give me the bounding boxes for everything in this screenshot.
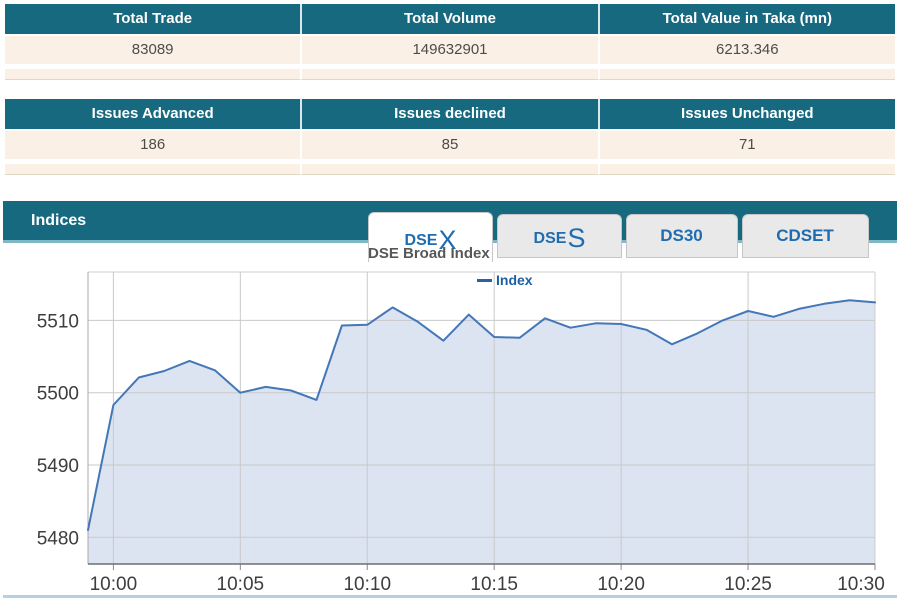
summary-table-value-row: 83089 149632901 6213.346: [5, 36, 895, 64]
issues-value-declined: 85: [300, 131, 598, 159]
indices-panel: Indices DSE X DSE S DS30 CDSET DSE Broad I…: [3, 193, 897, 598]
x-axis-label: 10:20: [597, 574, 645, 595]
series-line: [87, 299, 876, 531]
tab-cdset-label: CDSET: [776, 226, 834, 245]
index-area-chart: 10:00 10:05 10:10 10:15 10:20 10:25 10:30 5480 5…: [37, 271, 885, 595]
x-axis-label: 10:30: [837, 574, 885, 595]
legend-line-marker: [477, 278, 492, 282]
issues-table: Issues Advanced Issues declined Issues U…: [5, 99, 895, 175]
tab-dses-label: DSE: [533, 230, 567, 247]
x-axis-label: 10:15: [470, 574, 518, 595]
summary-value-total-volume: 149632901: [300, 36, 598, 64]
issues-table-value-row: 186 85 71: [5, 131, 895, 159]
x-axis-label: 10:00: [90, 574, 138, 595]
y-axis-label: 5510: [37, 311, 79, 332]
y-axis-label: 5500: [37, 384, 79, 405]
issues-header-advanced: Issues Advanced: [5, 99, 301, 129]
legend-item-index[interactable]: Index: [477, 272, 533, 288]
summary-header-total-trade: Total Trade: [5, 4, 301, 34]
x-axis-label: 10:25: [724, 574, 772, 595]
legend-label: Index: [496, 272, 533, 288]
x-axis-label: 10:10: [343, 574, 391, 595]
y-axis-label: 5490: [37, 456, 79, 477]
tab-ds30[interactable]: DS30: [626, 214, 738, 258]
issues-table-header-row: Issues Advanced Issues declined Issues U…: [5, 99, 895, 129]
summary-table-empty-strip: [5, 69, 895, 80]
tab-dses[interactable]: DSE S: [497, 214, 622, 258]
y-axis-label: 5480: [37, 528, 79, 549]
issues-value-advanced: 186: [5, 131, 301, 159]
tab-dsex[interactable]: DSE X: [368, 212, 493, 262]
summary-table-header-row: Total Trade Total Volume Total Value in …: [5, 4, 895, 34]
issues-header-declined: Issues declined: [300, 99, 598, 129]
series-area-fill: [88, 300, 875, 564]
issues-header-unchanged: Issues Unchanged: [597, 99, 895, 129]
x-axis-label: 10:05: [217, 574, 265, 595]
summary-header-total-volume: Total Volume: [300, 4, 598, 34]
issues-value-unchanged: 71: [597, 131, 895, 159]
tab-cdset[interactable]: CDSET: [742, 214, 869, 258]
summary-header-total-value: Total Value in Taka (mn): [597, 4, 895, 34]
summary-value-total-value: 6213.346: [597, 36, 895, 64]
tab-ds30-label: DS30: [660, 226, 703, 245]
tab-dsex-label: DSE: [404, 232, 438, 249]
summary-value-total-trade: 83089: [5, 36, 301, 64]
chart-title: DSE Broad Index: [368, 245, 490, 262]
indices-panel-title: Indices: [31, 212, 87, 229]
summary-table: Total Trade Total Volume Total Value in …: [5, 4, 895, 80]
index-tabs: DSE X DSE S DS30 CDSET: [368, 212, 869, 262]
issues-table-empty-strip: [5, 164, 895, 175]
